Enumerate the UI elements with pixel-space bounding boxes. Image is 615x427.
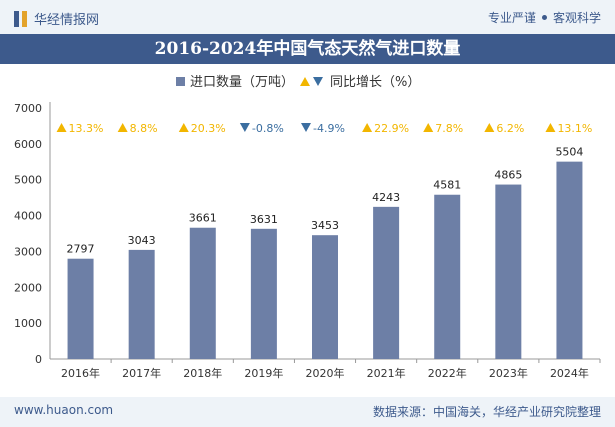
growth-label: 6.2% (496, 122, 524, 135)
bar-value-label: 3453 (311, 219, 339, 232)
x-tick-label: 2023年 (489, 366, 528, 380)
legend-growth-label: 同比增长（%） (330, 75, 420, 90)
top-bar: 华经情报网 专业严谨 客观科学 (0, 0, 615, 34)
slogan: 专业严谨 客观科学 (488, 9, 601, 26)
dot-icon (541, 15, 547, 20)
growth-up-triangle (545, 123, 556, 132)
bar (67, 258, 94, 359)
bar (373, 206, 400, 359)
slogan-left: 专业严谨 (487, 11, 536, 25)
bar-value-label: 2797 (67, 243, 95, 256)
growth-label: 7.8% (435, 122, 463, 135)
x-tick-label: 2018年 (183, 366, 222, 380)
growth-label: -4.9% (313, 122, 345, 135)
x-tick-label: 2024年 (550, 366, 589, 380)
y-tick-label: 1000 (14, 317, 42, 330)
footer-url[interactable]: www.huaon.com (14, 403, 114, 417)
growth-label: 13.3% (69, 122, 104, 135)
growth-up-triangle (362, 123, 373, 132)
site-name: 华经情报网 (34, 13, 100, 28)
growth-label: -0.8% (252, 122, 284, 135)
legend-down-triangle (313, 77, 323, 86)
growth-up-triangle (117, 123, 128, 132)
y-tick-label: 3000 (14, 245, 42, 258)
bar-value-label: 3661 (189, 212, 217, 225)
growth-down-triangle (239, 123, 250, 132)
x-tick-label: 2020年 (306, 366, 345, 380)
y-tick-label: 4000 (14, 210, 42, 223)
x-tick-label: 2017年 (122, 366, 161, 380)
logo-icon (14, 10, 28, 27)
x-tick-label: 2019年 (244, 366, 283, 380)
data-source: 数据来源：中国海关，华经产业研究院整理 (372, 405, 601, 419)
growth-label: 8.8% (130, 122, 158, 135)
bar (495, 184, 522, 359)
bar (128, 249, 155, 359)
y-tick-label: 6000 (14, 138, 42, 151)
growth-label: 13.1% (557, 122, 592, 135)
y-tick-label: 5000 (14, 174, 42, 187)
growth-label: 22.9% (374, 122, 409, 135)
bar-value-label: 3043 (128, 234, 156, 247)
bar (434, 194, 461, 359)
bar (556, 161, 583, 359)
bar-value-label: 4243 (372, 191, 400, 204)
y-tick-label: 7000 (14, 102, 42, 115)
slogan-right: 客观科学 (552, 11, 601, 25)
growth-up-triangle (178, 123, 189, 132)
x-tick-label: 2022年 (428, 366, 467, 380)
chart-title: 2016-2024年中国气态天然气进口数量 (0, 34, 615, 64)
legend-bar-swatch (176, 77, 185, 86)
legend-up-triangle (300, 77, 310, 86)
footer: www.huaon.com 数据来源：中国海关，华经产业研究院整理 (0, 397, 615, 427)
growth-up-triangle (56, 123, 67, 132)
growth-up-triangle (484, 123, 495, 132)
site-logo[interactable]: 华经情报网 (14, 9, 99, 28)
growth-down-triangle (301, 123, 311, 132)
bar (312, 235, 338, 359)
chart: 进口数量（万吨） 同比增长（%） 0 1000 2000 3000 4000 5000 6000… (14, 75, 601, 380)
bar-value-label: 4865 (494, 169, 522, 182)
x-tick-label: 2021年 (367, 366, 406, 380)
x-tick-label: 2016年 (61, 366, 100, 380)
legend-series-label: 进口数量（万吨） (190, 75, 294, 90)
bar-value-label: 4581 (433, 179, 461, 192)
bar-value-label: 3631 (250, 213, 278, 226)
y-tick-label: 0 (35, 353, 42, 366)
y-tick-label: 2000 (14, 281, 42, 294)
growth-label: 20.3% (191, 122, 226, 135)
bar-value-label: 5504 (555, 146, 583, 159)
growth-up-triangle (423, 123, 434, 132)
bar (250, 228, 277, 359)
bar (189, 227, 216, 359)
